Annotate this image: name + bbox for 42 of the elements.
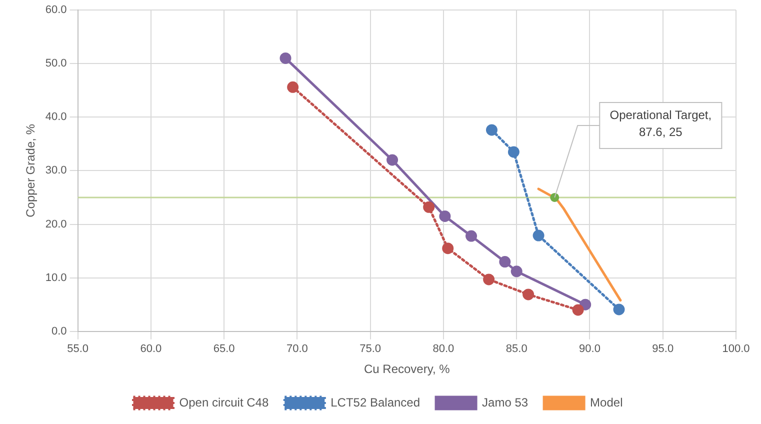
point xyxy=(442,242,454,254)
point xyxy=(483,274,495,286)
x-tick-label: 55.0 xyxy=(67,343,89,356)
x-tick-label: 100.0 xyxy=(722,343,750,356)
x-tick-label: 90.0 xyxy=(579,343,600,356)
y-tick-label: 10.0 xyxy=(45,272,67,284)
x-axis-title: Cu Recovery, % xyxy=(364,362,450,376)
y-tick-label: 50.0 xyxy=(45,58,67,70)
x-tick-label: 65.0 xyxy=(213,343,235,356)
point xyxy=(499,256,511,268)
legend-label: Jamo 53 xyxy=(482,395,528,410)
point xyxy=(466,230,478,242)
y-tick-label: 0.0 xyxy=(52,325,67,338)
point xyxy=(550,192,560,202)
annotation: Operational Target, 87.6, 25 xyxy=(610,108,712,139)
legend-label: LCT52 Balanced xyxy=(330,395,420,410)
point xyxy=(423,201,435,213)
y-tick-label: 40.0 xyxy=(45,111,67,124)
point xyxy=(522,288,534,300)
y-tick-label: 30.0 xyxy=(45,164,67,177)
x-tick-label: 75.0 xyxy=(360,343,382,356)
y-tick-label: 60.0 xyxy=(45,4,67,16)
point xyxy=(287,81,299,93)
point xyxy=(613,304,625,316)
point xyxy=(510,266,522,278)
x-tick-label: 60.0 xyxy=(140,343,162,356)
x-tick-label: 80.0 xyxy=(432,343,454,356)
point xyxy=(532,230,544,242)
x-tick-label: 85.0 xyxy=(506,343,528,356)
point xyxy=(280,52,292,64)
y-tick-label: 20.0 xyxy=(45,218,67,230)
point xyxy=(580,298,592,310)
point xyxy=(508,146,520,158)
x-tick-label: 95.0 xyxy=(652,343,674,356)
legend-label: Model xyxy=(590,395,623,410)
point xyxy=(439,210,451,222)
point xyxy=(572,304,584,316)
point xyxy=(386,154,398,166)
legend-label: Open circuit C48 xyxy=(179,395,269,410)
x-tick-label: 70.0 xyxy=(286,343,308,356)
point xyxy=(486,124,498,136)
y-axis-title: Copper Grade, % xyxy=(24,124,38,218)
